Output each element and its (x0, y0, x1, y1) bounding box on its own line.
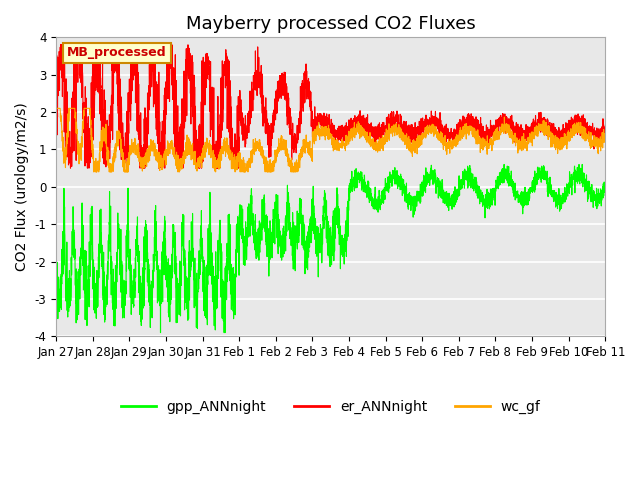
gpp_ANNnight (601, 181, 609, 187)
wc_gf (90, 169, 97, 175)
wc_gf (601, 131, 609, 136)
gpp_ANNnight (602, 184, 609, 190)
er_ANNnight (52, 90, 60, 96)
gpp_ANNnight (394, 172, 402, 178)
Y-axis label: CO2 Flux (urology/m2/s): CO2 Flux (urology/m2/s) (15, 102, 29, 271)
gpp_ANNnight (500, 162, 508, 168)
er_ANNnight (206, 98, 214, 104)
er_ANNnight (170, 65, 178, 71)
wc_gf (602, 136, 609, 142)
gpp_ANNnight (206, 272, 214, 278)
gpp_ANNnight (170, 233, 178, 239)
er_ANNnight (67, 165, 74, 171)
er_ANNnight (394, 121, 402, 127)
er_ANNnight (385, 119, 392, 125)
er_ANNnight (57, 42, 65, 48)
Line: gpp_ANNnight: gpp_ANNnight (56, 165, 605, 333)
wc_gf (394, 127, 402, 132)
Line: wc_gf: wc_gf (56, 108, 605, 172)
gpp_ANNnight (52, 250, 60, 255)
wc_gf (549, 135, 557, 141)
Line: er_ANNnight: er_ANNnight (56, 45, 605, 168)
er_ANNnight (601, 135, 609, 141)
gpp_ANNnight (157, 330, 164, 336)
wc_gf (206, 151, 214, 157)
Title: Mayberry processed CO2 Fluxes: Mayberry processed CO2 Fluxes (186, 15, 476, 33)
er_ANNnight (602, 122, 609, 128)
er_ANNnight (550, 126, 557, 132)
wc_gf (52, 106, 60, 111)
Legend: gpp_ANNnight, er_ANNnight, wc_gf: gpp_ANNnight, er_ANNnight, wc_gf (115, 394, 546, 420)
Text: MB_processed: MB_processed (67, 46, 167, 60)
gpp_ANNnight (385, 177, 392, 182)
gpp_ANNnight (550, 195, 557, 201)
wc_gf (170, 145, 178, 151)
wc_gf (385, 132, 392, 138)
